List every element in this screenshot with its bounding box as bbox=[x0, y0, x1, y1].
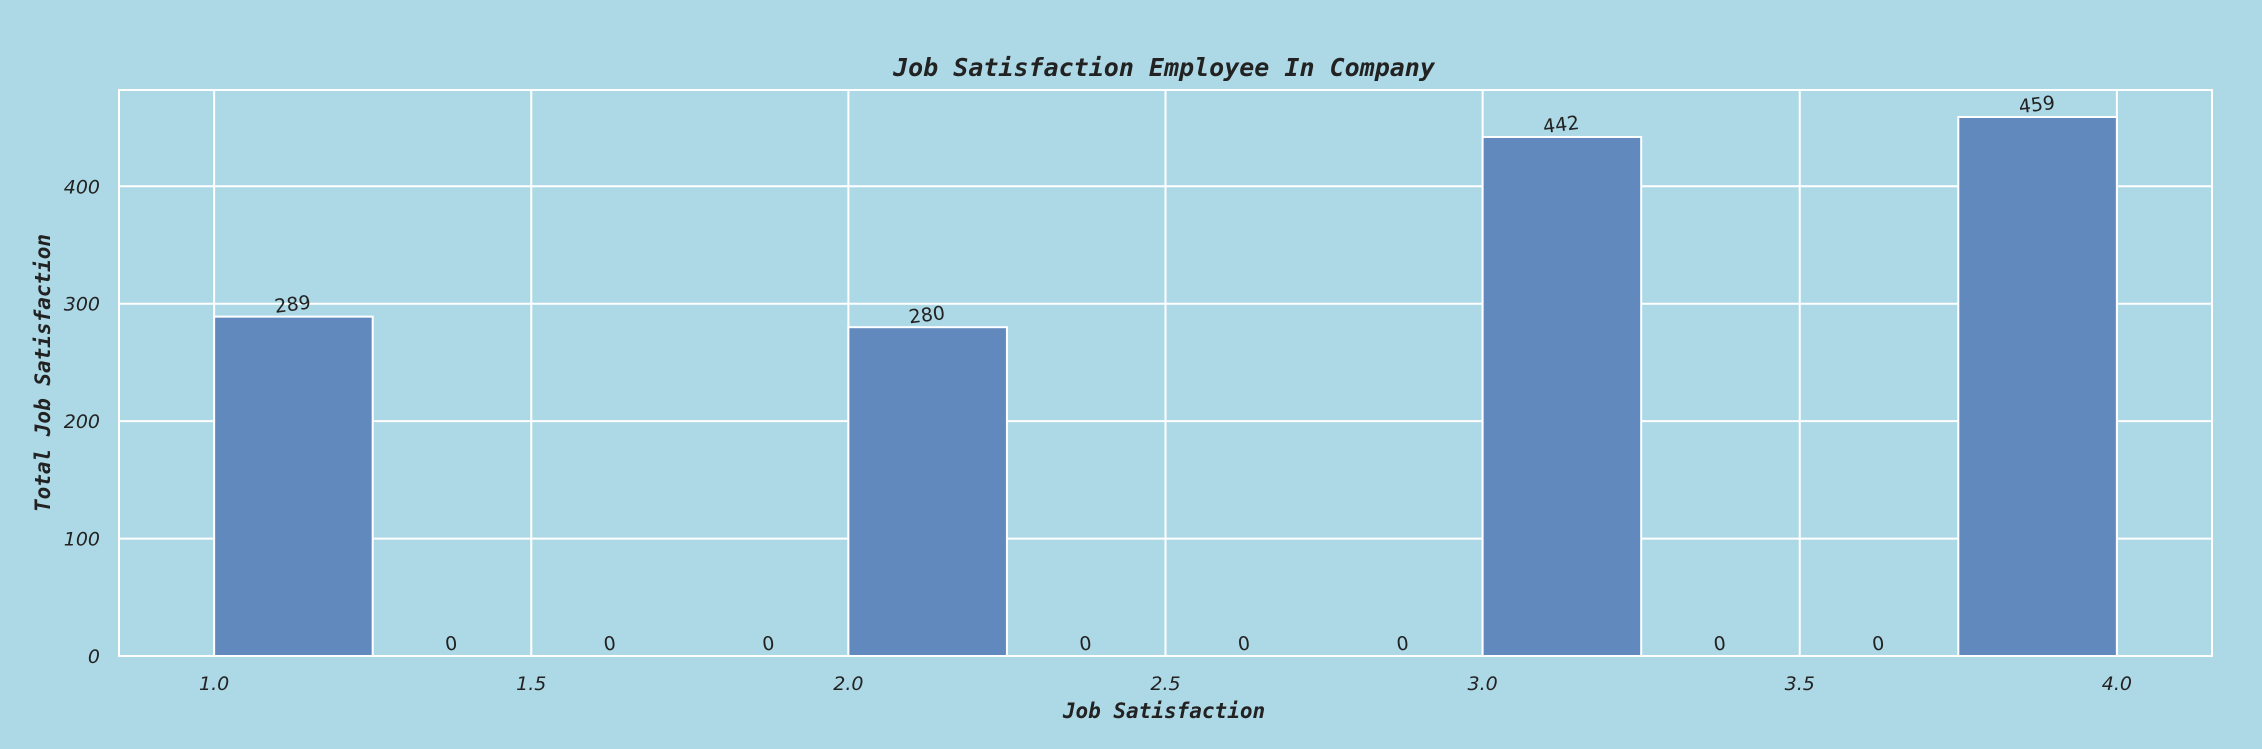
y-tick-label: 200 bbox=[64, 411, 100, 433]
bar-value-label: 0 bbox=[444, 632, 459, 655]
x-axis-label: Job Satisfaction bbox=[1062, 699, 1265, 723]
x-tick-label: 1.5 bbox=[516, 673, 546, 695]
x-tick-labels: 1.0 1.5 2.0 2.5 3.0 3.5 4.0 bbox=[199, 673, 2132, 695]
x-tick-label: 3.0 bbox=[1468, 673, 1498, 695]
x-tick-label: 1.0 bbox=[199, 673, 229, 695]
bar-value-label: 289 bbox=[273, 292, 312, 318]
bar-labels-group: 289 0 0 0 280 0 0 0 442 0 0 459 bbox=[273, 92, 2056, 656]
bars-group bbox=[213, 116, 2118, 657]
y-tick-label: 0 bbox=[88, 646, 100, 668]
y-tick-label: 300 bbox=[64, 294, 100, 316]
x-tick-label: 2.5 bbox=[1150, 673, 1180, 695]
bar-value-label: 0 bbox=[1395, 632, 1410, 655]
bar-value-label: 459 bbox=[2018, 92, 2057, 118]
histogram-bar bbox=[1481, 135, 1643, 657]
bar-value-label: 442 bbox=[1542, 112, 1581, 138]
histogram-bar bbox=[847, 326, 1008, 657]
x-tick-label: 2.0 bbox=[833, 673, 863, 695]
histogram-bar bbox=[1957, 116, 2118, 657]
bar-value-label: 280 bbox=[908, 302, 947, 328]
bar-value-label: 0 bbox=[1237, 632, 1252, 655]
y-tick-label: 100 bbox=[64, 529, 100, 551]
y-tick-label: 400 bbox=[64, 176, 100, 198]
x-tick-label: 4.0 bbox=[2102, 673, 2132, 695]
chart-title: Job Satisfaction Employee In Company bbox=[892, 53, 1436, 82]
y-tick-labels: 0 100 200 300 400 bbox=[64, 176, 100, 668]
x-tick-label: 3.5 bbox=[1785, 673, 1815, 695]
bar-value-label: 0 bbox=[1712, 632, 1727, 655]
bar-value-label: 0 bbox=[602, 632, 617, 655]
bar-value-label: 0 bbox=[761, 632, 776, 655]
grid-lines bbox=[119, 90, 2212, 657]
histogram-bar bbox=[213, 315, 374, 657]
bar-value-label: 0 bbox=[1871, 632, 1886, 655]
y-axis-label: Total Job Satisfaction bbox=[31, 234, 55, 512]
bar-value-label: 0 bbox=[1078, 632, 1093, 655]
